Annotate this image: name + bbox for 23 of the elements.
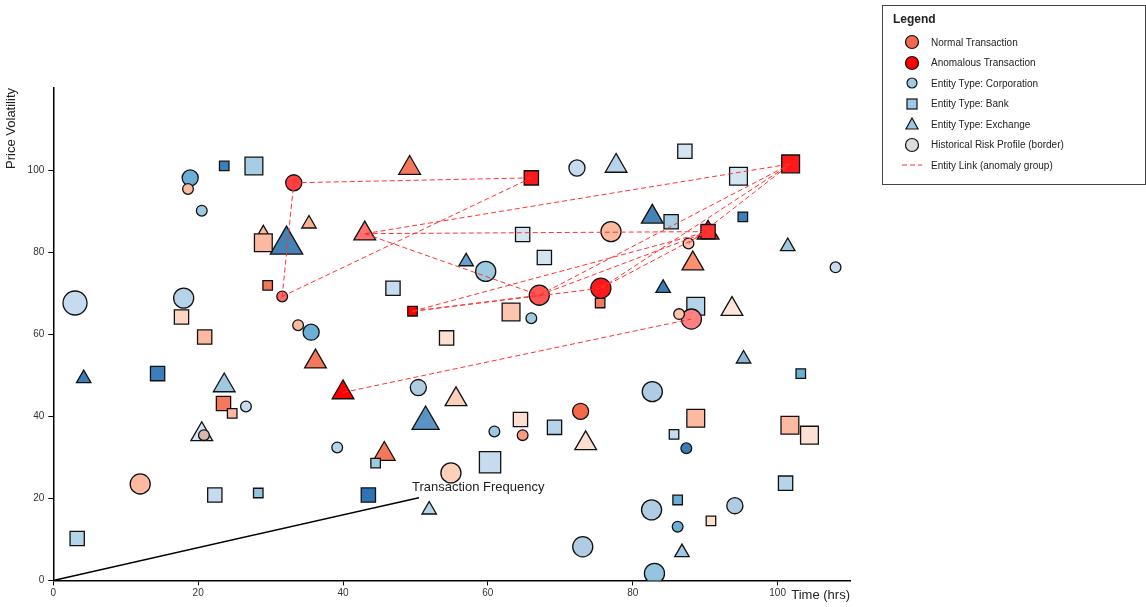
legend-label: Entity Type: Bank — [931, 98, 1009, 110]
y-tick-label: 80 — [33, 245, 45, 257]
x-tick-label: 100 — [769, 587, 787, 599]
y-tick-label: 0 — [38, 574, 45, 586]
legend-title: Legend — [893, 12, 937, 26]
legend-label: Historical Risk Profile (border) — [931, 139, 1064, 151]
legend-label: Normal Transaction — [931, 36, 1018, 48]
x-tick-label: 40 — [337, 587, 350, 599]
legend-label: Entity Type: Corporation — [931, 77, 1039, 89]
y-tick-label: 60 — [33, 327, 45, 339]
y-axis-title: Price Volatility — [3, 87, 19, 169]
x-tick-label: 20 — [192, 587, 205, 599]
annotation: Transaction Frequency — [411, 478, 545, 494]
x-tick-label: 80 — [627, 587, 639, 599]
legend-label: Anomalous Transaction — [931, 57, 1036, 69]
y-tick-label: 100 — [27, 163, 45, 175]
x-tick-label: 60 — [482, 587, 494, 599]
x-tick-label: 0 — [50, 587, 57, 599]
legend-label: Entity Link (anomaly group) — [931, 159, 1053, 171]
x-axis-title: Time (hrs) — [791, 586, 851, 602]
y-tick-label: 40 — [33, 410, 45, 422]
legend-label: Entity Type: Exchange — [931, 118, 1031, 130]
y-tick-label: 20 — [33, 492, 45, 504]
